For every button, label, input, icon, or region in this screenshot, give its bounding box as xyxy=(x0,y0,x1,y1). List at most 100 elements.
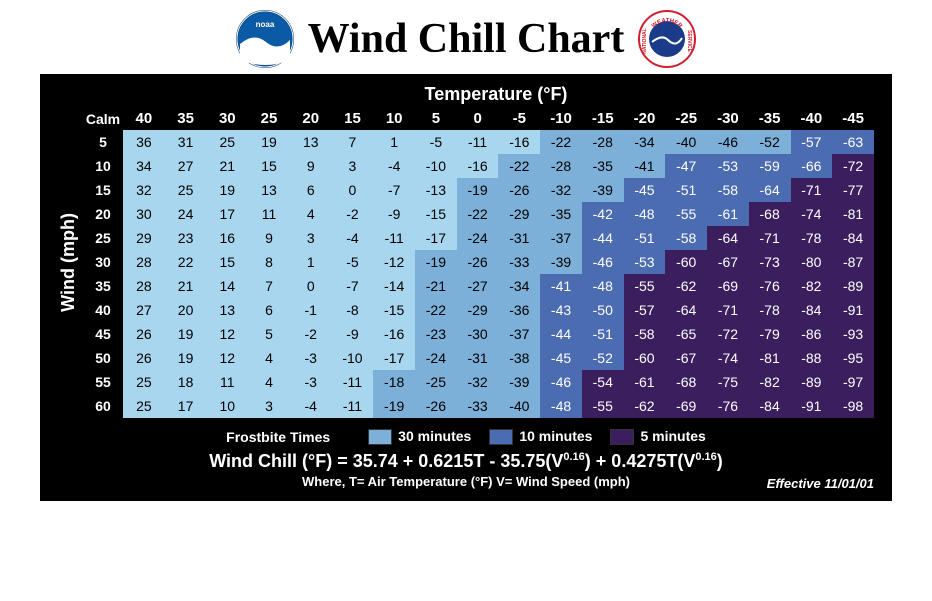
windchill-cell: 6 xyxy=(248,298,290,322)
windchill-cell: -51 xyxy=(624,226,666,250)
windchill-cell: -63 xyxy=(832,130,874,154)
windchill-cell: 23 xyxy=(165,226,207,250)
table-row: 2529231693-4-11-17-24-31-37-44-51-58-64-… xyxy=(83,226,874,250)
windchill-cell: -17 xyxy=(415,226,457,250)
windchill-cell: -44 xyxy=(540,322,582,346)
legend-item: 5 minutes xyxy=(610,428,705,444)
windchill-cell: -60 xyxy=(665,250,707,274)
windchill-cell: -53 xyxy=(707,154,749,178)
windchill-cell: -7 xyxy=(332,274,374,298)
windchill-cell: -84 xyxy=(749,394,791,418)
temp-header: 10 xyxy=(373,107,415,130)
windchill-cell: -57 xyxy=(624,298,666,322)
wind-header: 35 xyxy=(83,274,123,298)
windchill-cell: -87 xyxy=(832,250,874,274)
windchill-cell: -67 xyxy=(665,346,707,370)
windchill-cell: -55 xyxy=(665,202,707,226)
temp-header: 20 xyxy=(290,107,332,130)
windchill-cell: -48 xyxy=(540,394,582,418)
windchill-cell: 3 xyxy=(290,226,332,250)
wind-header: 20 xyxy=(83,202,123,226)
windchill-cell: -46 xyxy=(582,250,624,274)
temp-header: 5 xyxy=(415,107,457,130)
windchill-cell: -60 xyxy=(624,346,666,370)
temp-header: -35 xyxy=(749,107,791,130)
windchill-cell: -75 xyxy=(707,370,749,394)
windchill-cell: -55 xyxy=(582,394,624,418)
windchill-cell: -26 xyxy=(415,394,457,418)
windchill-cell: -33 xyxy=(498,250,540,274)
windchill-cell: -46 xyxy=(707,130,749,154)
wind-header: 5 xyxy=(83,130,123,154)
windchill-table: Calm 4035302520151050-5-10-15-20-25-30-3… xyxy=(83,107,874,418)
windchill-cell: -62 xyxy=(665,274,707,298)
windchill-cell: -69 xyxy=(707,274,749,298)
windchill-cell: -13 xyxy=(415,178,457,202)
windchill-cell: -93 xyxy=(832,322,874,346)
windchill-cell: -50 xyxy=(582,298,624,322)
windchill-cell: -15 xyxy=(415,202,457,226)
windchill-cell: 25 xyxy=(123,394,165,418)
windchill-cell: -42 xyxy=(582,202,624,226)
temp-header: -10 xyxy=(540,107,582,130)
windchill-cell: -48 xyxy=(582,274,624,298)
windchill-cell: -28 xyxy=(582,130,624,154)
windchill-cell: 19 xyxy=(206,178,248,202)
windchill-cell: -77 xyxy=(832,178,874,202)
windchill-cell: -30 xyxy=(457,322,499,346)
windchill-cell: -37 xyxy=(540,226,582,250)
windchill-cell: -91 xyxy=(791,394,833,418)
windchill-cell: -9 xyxy=(332,322,374,346)
windchill-cell: 7 xyxy=(332,130,374,154)
svg-text:SERVICE: SERVICE xyxy=(686,30,692,53)
windchill-cell: 9 xyxy=(290,154,332,178)
chart-title: Wind Chill Chart xyxy=(308,15,625,63)
temp-header: 40 xyxy=(123,107,165,130)
windchill-cell: -15 xyxy=(373,298,415,322)
windchill-cell: 24 xyxy=(165,202,207,226)
windchill-cell: -64 xyxy=(749,178,791,202)
temp-header: -30 xyxy=(707,107,749,130)
windchill-cell: -78 xyxy=(791,226,833,250)
legend-swatch xyxy=(368,429,392,445)
windchill-cell: 13 xyxy=(248,178,290,202)
table-row: 552518114-3-11-18-25-32-39-46-54-61-68-7… xyxy=(83,370,874,394)
windchill-cell: -10 xyxy=(332,346,374,370)
windchill-cell: 4 xyxy=(290,202,332,226)
windchill-cell: 3 xyxy=(248,394,290,418)
windchill-cell: 29 xyxy=(123,226,165,250)
windchill-cell: 6 xyxy=(290,178,332,202)
windchill-cell: -44 xyxy=(582,226,624,250)
windchill-cell: -97 xyxy=(832,370,874,394)
windchill-cell: -58 xyxy=(665,226,707,250)
legend-item: 30 minutes xyxy=(368,428,471,444)
windchill-cell: -1 xyxy=(290,298,332,322)
legend-swatch xyxy=(489,429,513,445)
calm-label: Calm xyxy=(83,107,123,130)
windchill-cell: -2 xyxy=(332,202,374,226)
windchill-cell: -52 xyxy=(582,346,624,370)
windchill-cell: -45 xyxy=(540,346,582,370)
windchill-cell: -57 xyxy=(791,130,833,154)
windchill-cell: -5 xyxy=(415,130,457,154)
windchill-cell: 22 xyxy=(165,250,207,274)
windchill-cell: 3 xyxy=(332,154,374,178)
wind-header: 25 xyxy=(83,226,123,250)
legend-label: 30 minutes xyxy=(398,428,471,444)
windchill-cell: 11 xyxy=(206,370,248,394)
windchill-cell: -79 xyxy=(749,322,791,346)
formula: Wind Chill (°F) = 35.74 + 0.6215T - 35.7… xyxy=(58,451,874,472)
windchill-cell: -21 xyxy=(415,274,457,298)
windchill-cell: -53 xyxy=(624,250,666,274)
windchill-cell: -58 xyxy=(624,322,666,346)
windchill-cell: -31 xyxy=(498,226,540,250)
windchill-cell: -43 xyxy=(540,298,582,322)
windchill-cell: 18 xyxy=(165,370,207,394)
windchill-cell: -82 xyxy=(749,370,791,394)
noaa-logo-icon: noaa xyxy=(236,10,294,68)
windchill-cell: -27 xyxy=(457,274,499,298)
windchill-cell: -5 xyxy=(332,250,374,274)
windchill-cell: -31 xyxy=(457,346,499,370)
windchill-cell: -40 xyxy=(665,130,707,154)
windchill-cell: -9 xyxy=(373,202,415,226)
